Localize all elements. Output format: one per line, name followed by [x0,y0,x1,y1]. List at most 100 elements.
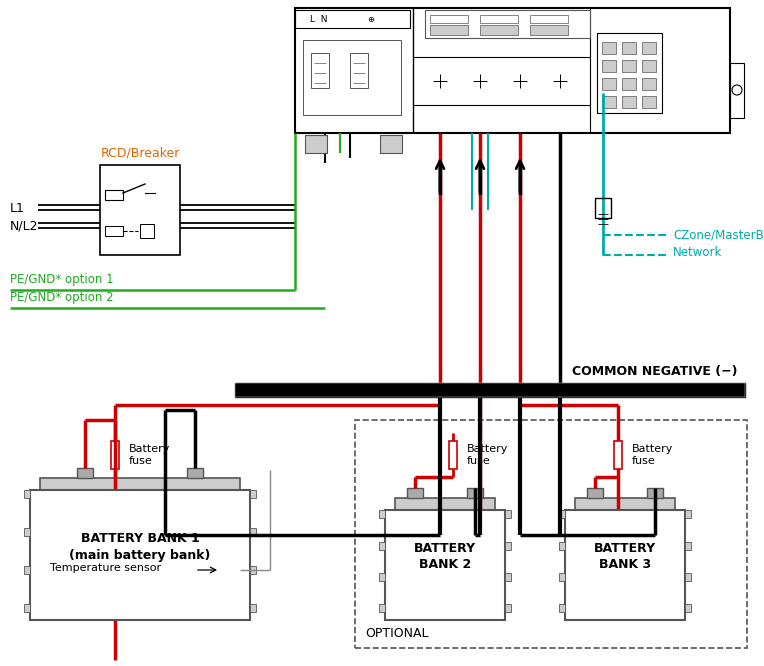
Text: fuse: fuse [129,456,153,466]
Text: Network: Network [673,246,723,259]
Bar [642,60,656,72]
Circle shape [145,192,151,198]
Text: BATTERY: BATTERY [414,543,476,555]
Text: Battery: Battery [467,444,508,454]
Bar [685,510,691,518]
Bar [407,488,423,498]
Bar [379,510,385,518]
Bar [622,96,636,108]
Bar [24,528,30,536]
Bar [602,42,616,54]
Bar [505,573,511,581]
Bar [642,78,656,90]
Bar [467,488,483,498]
Bar [430,25,468,35]
Bar [311,53,329,88]
Text: BATTERY: BATTERY [594,543,656,555]
Bar [622,60,636,72]
Bar [303,40,401,115]
Bar [235,383,745,397]
Bar [505,510,511,518]
Circle shape [715,118,729,132]
Bar [350,53,368,88]
Bar [597,33,662,113]
Bar [565,510,685,620]
Bar [559,604,565,612]
Bar [379,542,385,550]
Text: OPTIONAL: OPTIONAL [365,627,429,640]
Text: Battery: Battery [129,444,170,454]
Bar [100,165,180,255]
Circle shape [427,68,453,94]
Bar [379,604,385,612]
Bar [430,15,468,23]
Bar [220,562,240,578]
Text: BATTERY BANK 1: BATTERY BANK 1 [81,533,199,545]
Bar [24,566,30,574]
Bar [622,78,636,90]
Bar [77,468,93,478]
Circle shape [296,9,310,23]
Bar [622,42,636,54]
Bar [530,15,568,23]
Bar [614,441,622,469]
Bar [685,542,691,550]
Bar [250,528,256,536]
Text: PE/GND* option 2: PE/GND* option 2 [10,291,114,304]
Circle shape [540,61,580,101]
Circle shape [460,61,500,101]
Bar [140,224,154,238]
Bar [530,25,568,35]
Text: RCD/Breaker: RCD/Breaker [100,146,180,159]
Bar [235,383,745,397]
Circle shape [547,68,573,94]
Bar [30,490,250,620]
Circle shape [732,85,742,95]
Bar [40,478,240,490]
Bar [730,63,744,118]
Text: ⊕: ⊕ [367,15,374,23]
Text: N/L2: N/L2 [10,220,38,232]
Circle shape [500,61,540,101]
Circle shape [296,118,310,132]
Bar [647,488,663,498]
Text: L  N: L N [310,15,328,23]
Bar [505,542,511,550]
Text: BANK 2: BANK 2 [419,559,471,571]
Bar [379,573,385,581]
Bar [250,490,256,498]
Bar [355,420,747,648]
Bar [559,510,565,518]
Circle shape [467,68,493,94]
Text: fuse: fuse [632,456,656,466]
Bar [602,60,616,72]
Circle shape [715,9,729,23]
Bar [156,202,168,218]
Bar [642,96,656,108]
Bar [250,604,256,612]
Circle shape [420,61,460,101]
Text: Battery: Battery [632,444,673,454]
Bar [602,78,616,90]
Bar [449,441,457,469]
Bar [105,226,123,236]
Circle shape [385,138,397,150]
Bar [505,604,511,612]
Bar [24,604,30,612]
Bar [575,498,675,510]
Text: Temperature sensor: Temperature sensor [50,563,161,573]
Text: PE/GND* option 1: PE/GND* option 1 [10,273,114,286]
Bar [395,498,495,510]
Bar [380,135,402,153]
Circle shape [310,138,322,150]
Bar [295,8,730,133]
Bar [187,468,203,478]
Bar [559,573,565,581]
Bar [24,490,30,498]
Bar [480,15,518,23]
Text: fuse: fuse [467,456,490,466]
Bar [250,566,256,574]
Bar [425,10,590,38]
Bar [559,542,565,550]
Text: BANK 3: BANK 3 [599,559,651,571]
